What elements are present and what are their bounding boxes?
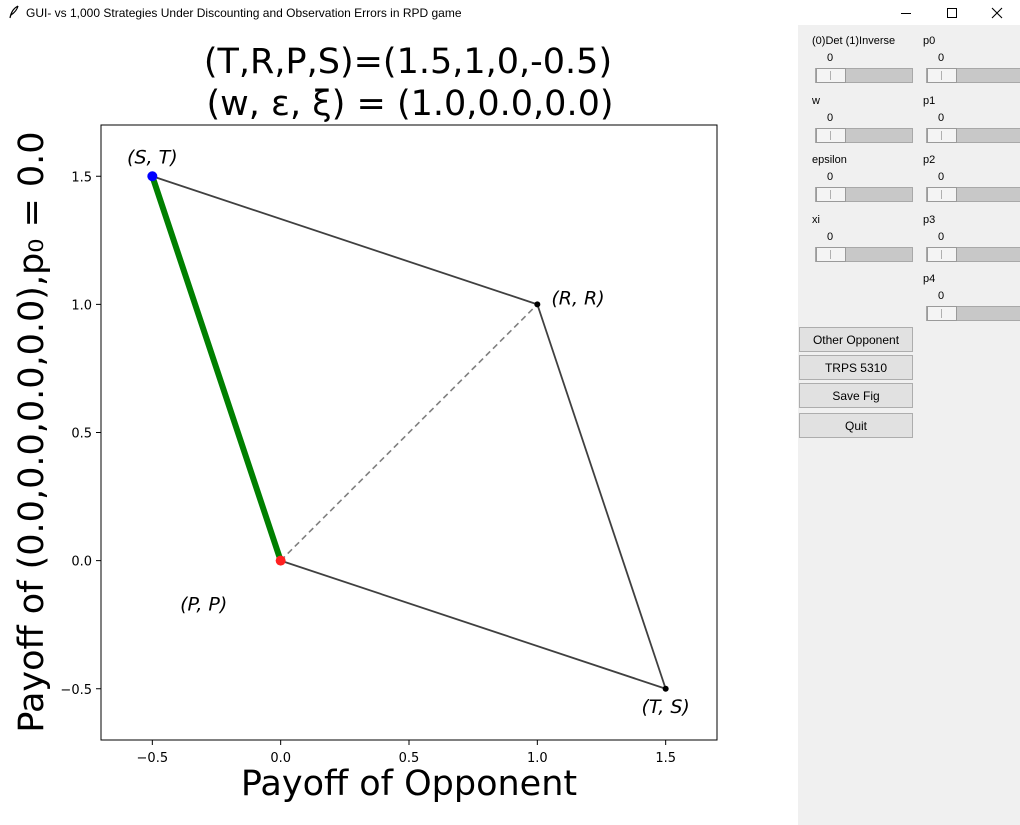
slider-value: 0 xyxy=(827,231,834,243)
slider-trough[interactable] xyxy=(815,187,913,202)
chart-title-line1: (T,R,P,S)=(1.5,1,0,-0.5) xyxy=(204,42,612,82)
x-tick-label: −0.5 xyxy=(137,751,169,766)
control-panel: (0)Det (1)Inverse 0 w 0 epsilon 0 xi 0 p… xyxy=(798,25,1020,825)
slider-w: w 0 xyxy=(807,95,919,147)
close-icon xyxy=(991,7,1003,18)
slider-value: 0 xyxy=(938,112,945,124)
y-tick-label: −0.5 xyxy=(60,683,92,698)
slider-thumb[interactable] xyxy=(816,128,846,143)
slider-trough[interactable] xyxy=(926,247,1020,262)
slider-thumb[interactable] xyxy=(816,187,846,202)
close-button[interactable] xyxy=(974,0,1020,25)
slider-label: p0 xyxy=(923,35,936,47)
slider-thumb[interactable] xyxy=(927,68,957,83)
slider-value: 0 xyxy=(938,231,945,243)
slider-trough[interactable] xyxy=(926,68,1020,83)
other-opponent-button[interactable]: Other Opponent xyxy=(799,327,913,352)
minimize-icon xyxy=(901,12,911,14)
slider-trough[interactable] xyxy=(815,247,913,262)
slider-value: 0 xyxy=(827,171,834,183)
slider-label: epsilon xyxy=(812,154,847,166)
slider-value: 0 xyxy=(938,290,945,302)
chart-title-line2: (w, ε, ξ) = (1.0,0.0,0.0) xyxy=(207,84,614,124)
axis-ticks: −0.5 0.0 0.5 1.0 1.5 −0.5 0.0 0.5 1.0 1.5 xyxy=(60,170,676,766)
slider-xi: xi 0 xyxy=(807,214,919,266)
x-tick-label: 0.0 xyxy=(270,751,291,766)
y-tick-label: 1.5 xyxy=(71,170,92,185)
y-tick-label: 0.0 xyxy=(71,555,92,570)
slider-p1: p1 0 xyxy=(918,95,1020,147)
slider-label: p3 xyxy=(923,214,936,226)
y-tick-label: 1.0 xyxy=(71,298,92,313)
minimize-button[interactable] xyxy=(883,0,929,25)
slider-det-inverse: (0)Det (1)Inverse 0 xyxy=(807,35,919,87)
chart: (T,R,P,S)=(1.5,1,0,-0.5) (w, ε, ξ) = (1.… xyxy=(12,42,718,804)
slider-label: (0)Det (1)Inverse xyxy=(812,35,896,47)
payoff-polygon-edge xyxy=(280,559,666,690)
save-fig-button[interactable]: Save Fig xyxy=(799,383,913,408)
payoff-polygon-edge xyxy=(536,304,667,690)
x-axis-label: Payoff of Opponent xyxy=(241,764,577,804)
slider-value: 0 xyxy=(938,52,945,64)
slider-trough[interactable] xyxy=(815,68,913,83)
maximize-button[interactable] xyxy=(929,0,975,25)
slider-thumb[interactable] xyxy=(927,187,957,202)
slider-label: w xyxy=(812,95,820,107)
slider-thumb[interactable] xyxy=(816,68,846,83)
quit-button[interactable]: Quit xyxy=(799,413,913,438)
point-rr xyxy=(534,301,541,308)
slider-p0: p0 0 xyxy=(918,35,1020,87)
slider-value: 0 xyxy=(827,112,834,124)
slider-p2: p2 0 xyxy=(918,154,1020,206)
feather-icon xyxy=(9,5,19,19)
slider-label: p2 xyxy=(923,154,936,166)
point-label-ts: (T, S) xyxy=(642,696,690,718)
x-tick-label: 1.0 xyxy=(527,751,548,766)
slider-p3: p3 0 xyxy=(918,214,1020,266)
slider-thumb[interactable] xyxy=(927,306,957,321)
x-tick-label: 1.5 xyxy=(655,751,676,766)
point-ts xyxy=(662,685,669,692)
slider-value: 0 xyxy=(938,171,945,183)
slider-label: p4 xyxy=(923,273,936,285)
slider-trough[interactable] xyxy=(926,128,1020,143)
slider-epsilon: epsilon 0 xyxy=(807,154,919,206)
payoff-polygon-edge xyxy=(152,175,538,306)
slider-value: 0 xyxy=(827,52,834,64)
point-st xyxy=(147,171,158,182)
window-titlebar: GUI- vs 1,000 Strategies Under Discounti… xyxy=(0,0,1020,25)
y-axis-label: Payoff of (0.0,0.0,0.0,0.0),p₀ = 0.0 xyxy=(12,131,52,732)
slider-label: xi xyxy=(812,214,820,226)
point-pp xyxy=(275,555,286,566)
plot-canvas: (T,R,P,S)=(1.5,1,0,-0.5) (w, ε, ξ) = (1.… xyxy=(0,25,798,825)
chart-marks: (S, T) (R, R) (T, S) (P, P) xyxy=(127,146,690,718)
slider-thumb[interactable] xyxy=(927,247,957,262)
point-label-rr: (R, R) xyxy=(551,287,604,309)
slider-p4: p4 0 xyxy=(918,273,1020,325)
dashed-diagonal-line xyxy=(280,303,538,562)
slider-trough[interactable] xyxy=(815,128,913,143)
slider-thumb[interactable] xyxy=(927,128,957,143)
window-title: GUI- vs 1,000 Strategies Under Discounti… xyxy=(26,6,462,20)
y-tick-label: 0.5 xyxy=(71,427,92,442)
slider-trough[interactable] xyxy=(926,306,1020,321)
trps-button[interactable]: TRPS 5310 xyxy=(799,355,913,380)
point-label-pp: (P, P) xyxy=(180,594,227,616)
point-label-st: (S, T) xyxy=(127,146,178,168)
slider-thumb[interactable] xyxy=(816,247,846,262)
slider-label: p1 xyxy=(923,95,936,107)
strategy-points-band xyxy=(149,173,284,564)
maximize-icon xyxy=(947,7,957,18)
slider-trough[interactable] xyxy=(926,187,1020,202)
x-tick-label: 0.5 xyxy=(399,751,420,766)
